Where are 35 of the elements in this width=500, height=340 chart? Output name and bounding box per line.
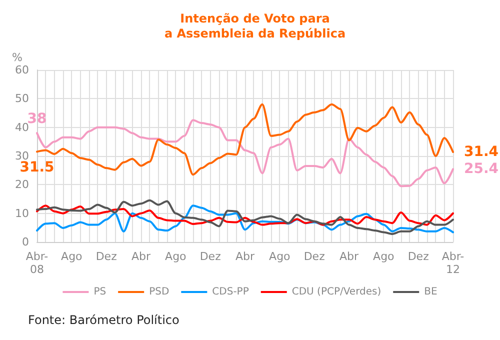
x-tick-label: Abr [339,250,359,263]
x-tick-label: Abr [235,250,255,263]
legend-label: PS [94,286,106,298]
x-tick-label: Ago [61,250,83,263]
legend-label: BE [424,286,438,298]
y-tick-label: 60 [15,64,29,76]
line-series [36,199,454,235]
x-tick-label: Abr [131,250,151,263]
x-tick-label: Abr-08 [26,250,48,276]
y-tick-label: 0 [22,236,29,248]
y-tick-label: 30 [15,150,29,162]
data-label: 38 [27,111,47,128]
data-label: 31.5 [20,160,54,176]
x-tick-label: Ago [373,250,395,263]
x-tick-label: Ago [269,250,291,263]
legend-label: CDS-PP [212,286,249,298]
data-label: 25.4 [464,161,499,178]
y-tick-label: 20 [15,178,29,192]
x-tick-label: Dez [408,250,430,263]
y-tick-label: 40 [15,120,29,134]
y-tick-label: 50 [15,92,29,106]
legend-label: CDU (PCP/Verdes) [292,286,382,298]
y-axis-title: % [12,51,22,64]
source-note: Fonte: Barómetro Político [28,313,180,327]
x-tick-label: Ago [165,250,187,263]
chart-title: Intenção de Voto para a Assembleia da República [164,12,346,40]
x-tick-label: Abr-12 [442,250,464,276]
x-tick-label: Dez [200,250,222,263]
x-tick-label: Dez [304,250,326,263]
x-tick-label: Dez [96,250,118,263]
y-tick-label: 10 [15,206,29,220]
data-label: 31.4 [464,144,499,160]
line-series [36,204,454,234]
line-series [36,204,454,226]
legend-label: PSD [149,286,170,298]
